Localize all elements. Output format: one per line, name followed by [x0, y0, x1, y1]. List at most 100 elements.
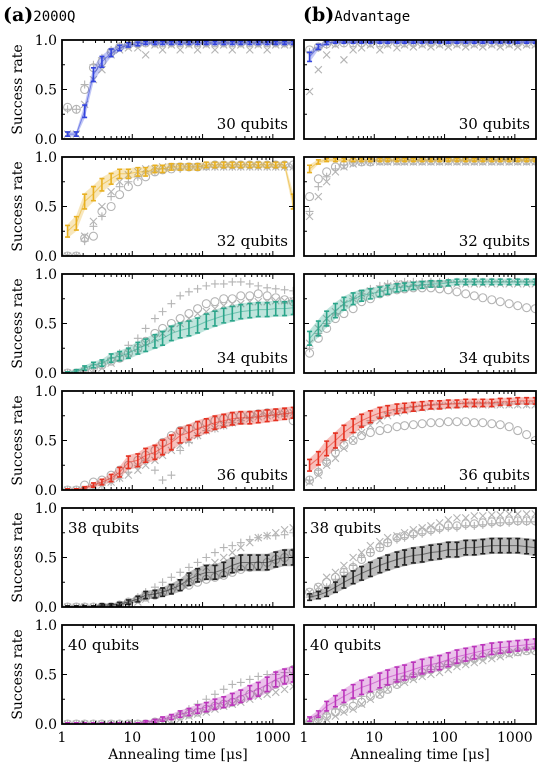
main-series-errorbar	[238, 689, 244, 704]
ref-cross-marker	[314, 65, 323, 74]
ref-circle-marker	[522, 303, 532, 313]
ref-cross-marker	[349, 436, 358, 445]
ref-cross-marker	[263, 297, 272, 306]
main-series-errorbar	[385, 284, 391, 296]
y-tick-label: 0.0	[35, 249, 57, 265]
ref-circle-marker	[487, 419, 497, 429]
x-tick-label: 1000	[255, 730, 291, 746]
ref-cross-marker	[63, 720, 72, 724]
main-series-errorbar	[125, 347, 131, 360]
main-series-errorbar	[108, 48, 114, 58]
main-series-errorbar	[229, 411, 235, 426]
main-series-errorbar	[332, 302, 338, 319]
ref-circle-marker	[88, 231, 98, 241]
main-series-errorbar	[99, 478, 105, 486]
main-series-errorbar	[367, 409, 373, 424]
main-series-errorbar	[367, 157, 373, 163]
main-series-errorbar	[255, 554, 261, 571]
ref-plus-marker	[107, 192, 116, 201]
ref-cross-marker	[522, 646, 531, 655]
main-series-errorbar	[463, 539, 469, 556]
ref-plus-marker	[80, 237, 89, 246]
x-tick-label: 1000	[497, 730, 533, 746]
ref-cross-marker	[271, 528, 280, 537]
ref-circle-marker	[513, 426, 523, 436]
ref-plus-marker	[219, 685, 228, 694]
ref-cross-marker	[383, 685, 392, 694]
y-tick-label: 1.0	[35, 267, 57, 283]
main-series-errorbar	[221, 696, 227, 709]
ref-cross-marker	[340, 444, 348, 453]
ref-cross-marker	[133, 466, 142, 475]
main-series-errorbar	[524, 638, 530, 651]
main-series-errorbar	[524, 157, 530, 163]
main-series-errorbar	[437, 654, 443, 671]
main-series-errorbar	[255, 161, 261, 169]
main-series-errorbar	[341, 689, 347, 704]
ref-cross-marker	[496, 652, 505, 661]
main-series-errorbar	[394, 666, 400, 683]
main-series-errorbar	[160, 40, 166, 46]
ref-cross-marker	[427, 521, 435, 530]
main-series-errorbar	[480, 643, 486, 658]
ref-cross-marker	[176, 46, 185, 54]
panel-0-1: 30 qubits	[303, 39, 537, 140]
ref-plus-marker	[193, 558, 202, 567]
ref-plus-marker	[236, 277, 245, 286]
main-series-errorbar	[99, 359, 105, 368]
main-series-errorbar	[350, 417, 356, 434]
main-series-errorbar	[480, 278, 486, 286]
main-series-errorbar	[497, 641, 503, 655]
y-tick-label: 0.5	[35, 200, 57, 216]
main-series-errorbar	[359, 679, 365, 696]
main-series-errorbar	[402, 282, 408, 292]
ref-plus-marker	[245, 279, 254, 288]
main-series-errorbar	[273, 40, 279, 46]
main-series-errorbar	[203, 161, 209, 169]
main-series-errorbar	[264, 676, 270, 693]
main-series-errorbar	[377, 557, 383, 574]
ref-cross-marker	[331, 568, 340, 577]
ref-plus-marker	[470, 521, 479, 530]
ref-cross-marker	[211, 46, 219, 54]
ref-plus-marker	[63, 720, 72, 724]
ref-cross-marker	[63, 369, 72, 373]
y-tick-label: 1.0	[35, 501, 57, 517]
qubit-count-label: 38 qubits	[310, 519, 381, 537]
ref-cross-marker	[357, 700, 366, 709]
main-series-errorbar	[108, 473, 114, 483]
ref-circle-marker	[513, 301, 523, 311]
ref-plus-marker	[133, 334, 142, 343]
ref-circle-marker	[504, 422, 514, 432]
main-series-errorbar	[143, 590, 149, 600]
ref-plus-marker	[167, 471, 176, 480]
panel-b-label: (b)Advantage	[303, 4, 410, 26]
main-series-errorbar	[445, 157, 451, 163]
ref-cross-marker	[453, 662, 461, 671]
main-series-errorbar	[419, 400, 425, 411]
ref-plus-marker	[72, 252, 81, 256]
main-series-errorbar	[515, 537, 521, 554]
main-series-errorbar	[497, 397, 503, 407]
main-series-errorbar	[324, 587, 330, 598]
ref-cross-marker	[349, 553, 358, 562]
main-series-errorbar	[315, 590, 321, 600]
main-series-errorbar	[324, 700, 330, 712]
ref-plus-marker	[158, 578, 167, 587]
ref-plus-marker	[124, 720, 133, 724]
main-series-errorbar	[410, 401, 416, 413]
ref-plus-marker	[176, 291, 185, 300]
main-series-errorbar	[229, 557, 235, 574]
ref-circle-marker	[461, 417, 471, 427]
panel-5-0: 0.0 0.5 1.0 Success rate 40 qubits 1 10 100 1000…	[10, 618, 295, 763]
main-series-errorbar	[454, 157, 460, 163]
main-series-band	[309, 158, 536, 174]
main-series-errorbar	[359, 413, 365, 428]
qubit-count-label: 32 qubits	[459, 232, 530, 250]
ref-plus-marker	[63, 486, 72, 490]
x-tick-label: 1	[58, 730, 67, 746]
ref-cross-marker	[280, 525, 289, 534]
ref-cross-marker	[487, 511, 496, 519]
ref-cross-marker	[124, 720, 133, 724]
ref-circle-marker	[193, 304, 203, 314]
